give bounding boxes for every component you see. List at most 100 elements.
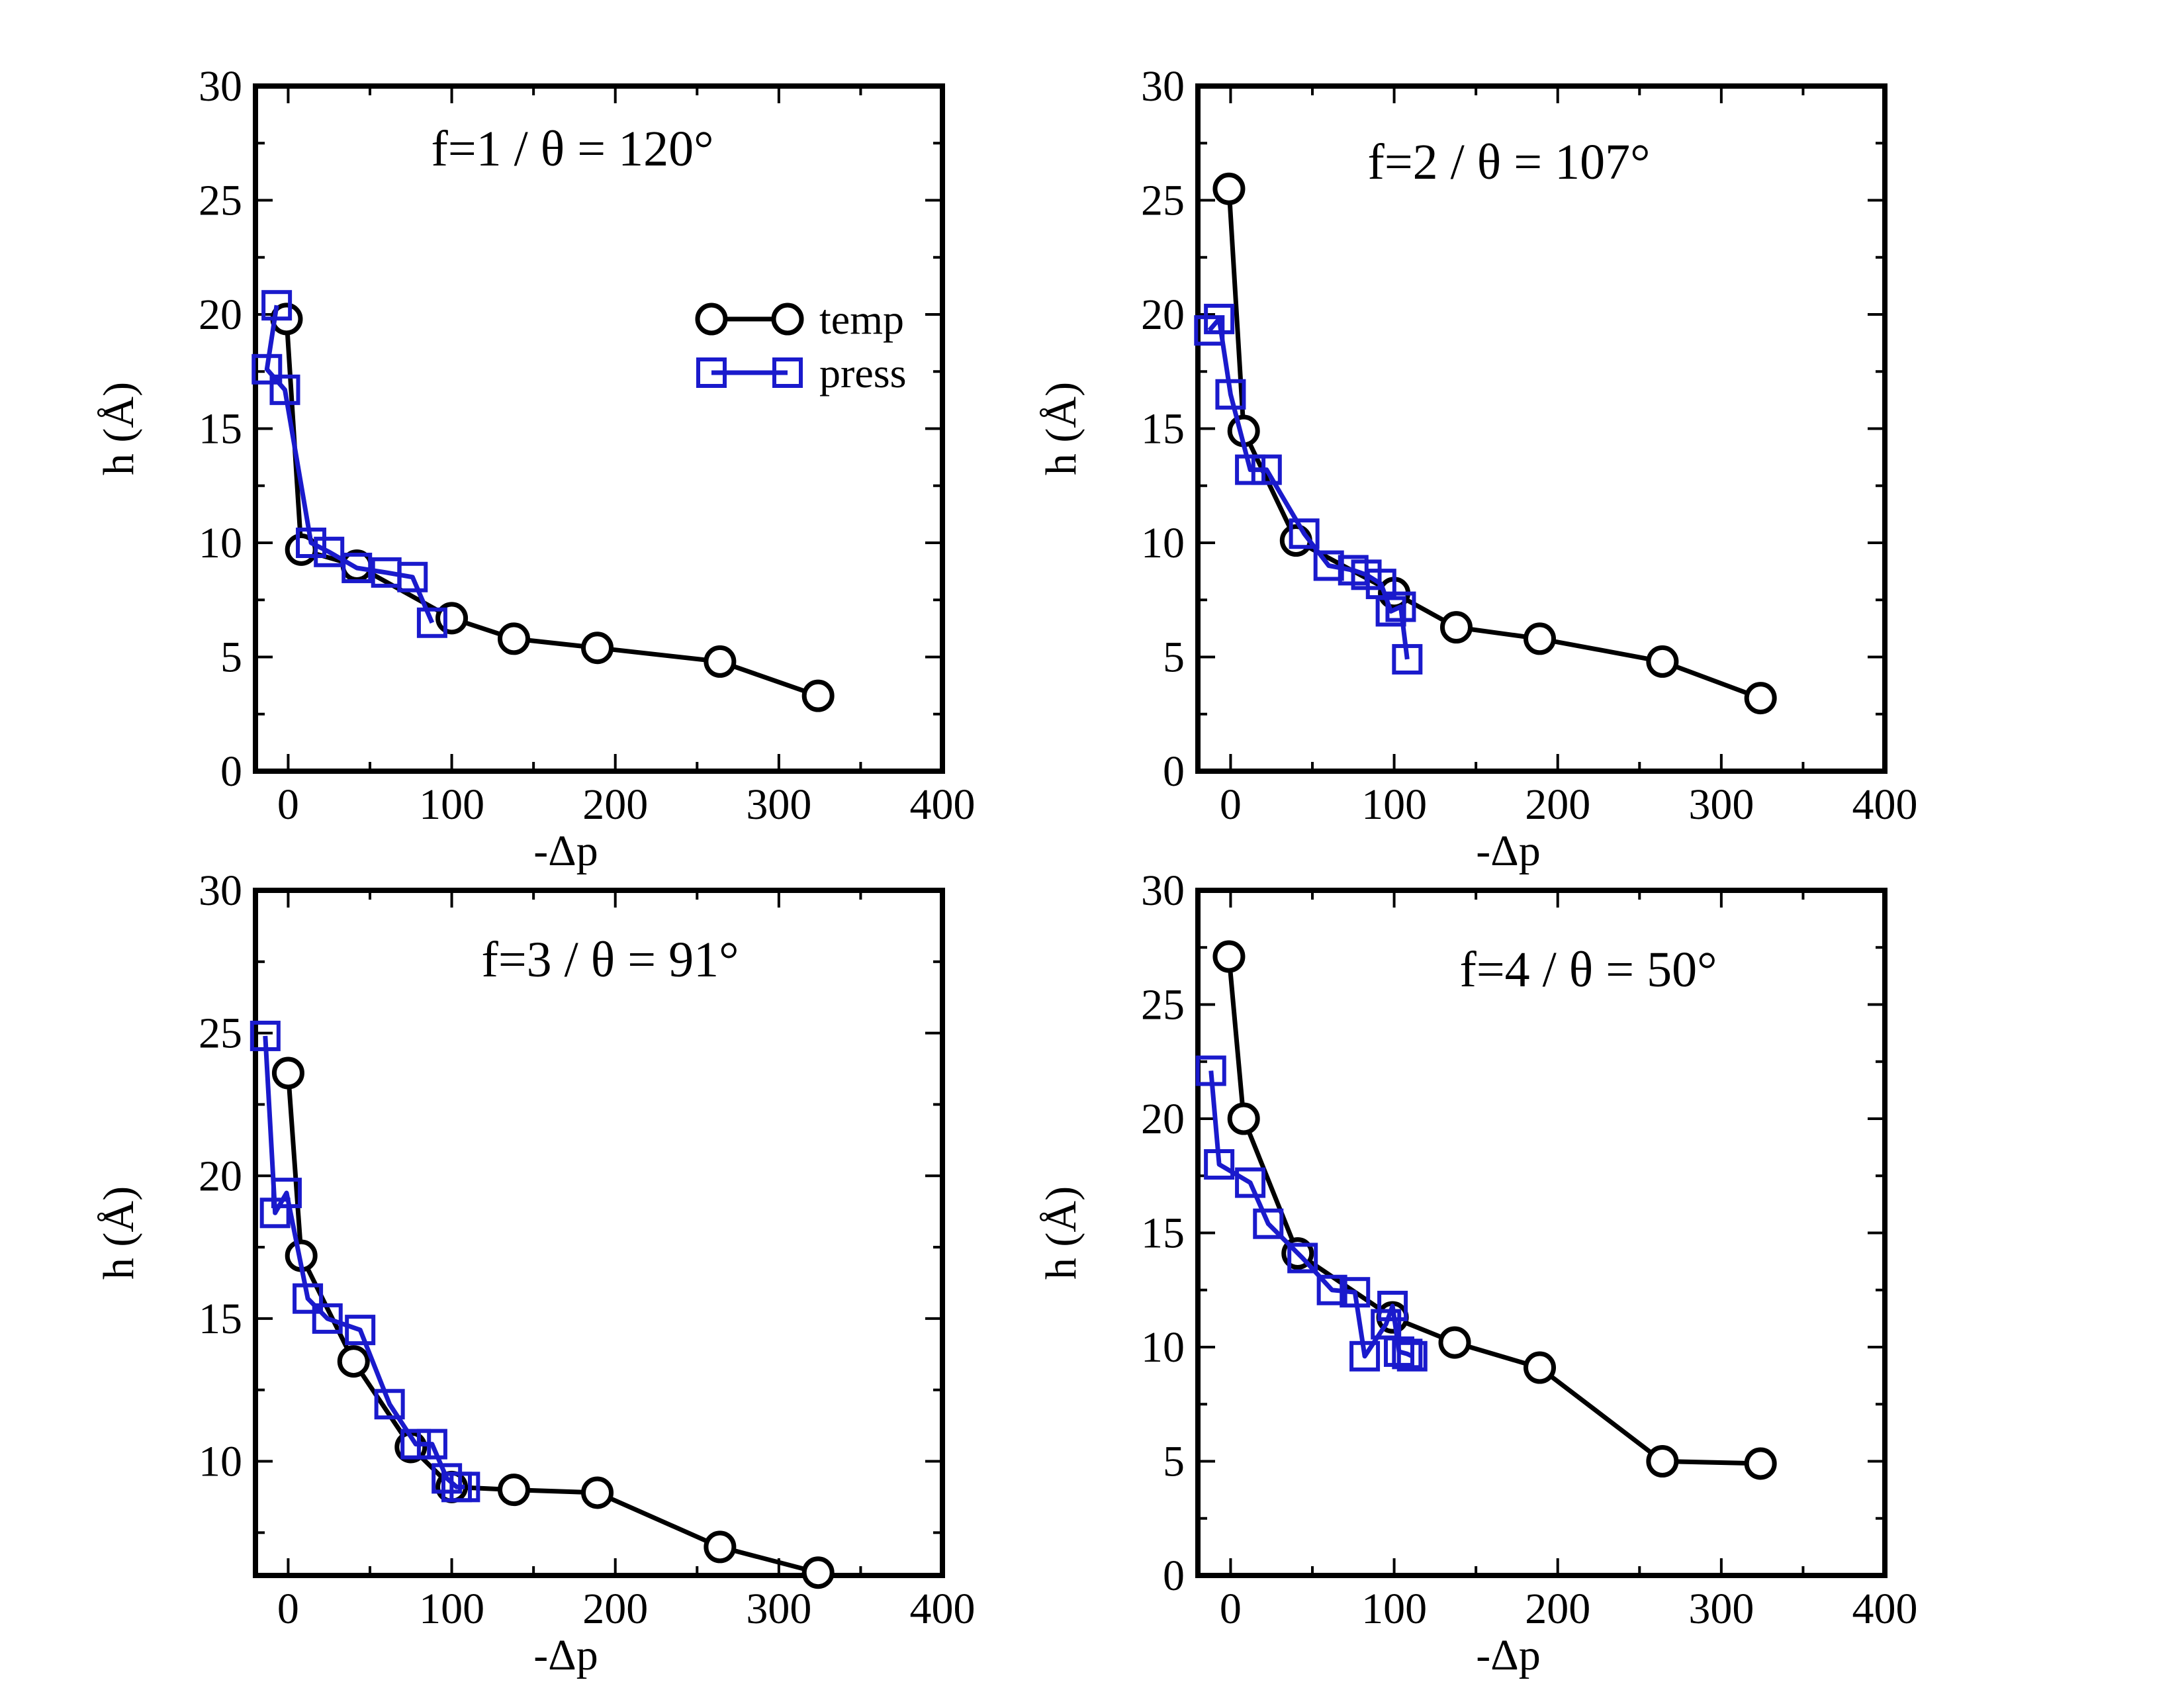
temp-point <box>801 679 835 712</box>
x-tick-label: 300 <box>1688 780 1754 829</box>
press-point <box>251 353 283 385</box>
temp-point <box>337 1345 370 1378</box>
temp-point <box>1212 172 1246 205</box>
x-tick-label: 0 <box>277 1585 299 1633</box>
x-tick-label: 100 <box>1361 780 1427 829</box>
temp-point <box>1524 622 1557 655</box>
temp-point <box>1279 524 1312 557</box>
y-tick-label: 20 <box>199 291 242 339</box>
y-tick-label: 30 <box>1141 62 1185 111</box>
temp-point <box>1744 682 1777 715</box>
press-point <box>1392 643 1423 675</box>
press-point <box>1396 1340 1428 1372</box>
y-tick-label: 10 <box>199 1438 242 1486</box>
press-point <box>1253 1208 1284 1239</box>
temp-point <box>271 1056 304 1090</box>
x-tick-label: 0 <box>277 780 299 829</box>
temp-point <box>497 622 530 655</box>
panel-title: f=1 / θ = 120° <box>432 121 714 177</box>
y-tick-label: 30 <box>1141 867 1185 915</box>
panel-3: 0 100 200 300 400 10 15 20 25 30 -Δp h (Å) f=3 / θ =… <box>95 867 976 1679</box>
x-tick-label: 100 <box>419 1585 484 1633</box>
y-tick-label: 20 <box>1141 1095 1185 1143</box>
temp-point <box>1524 1351 1557 1384</box>
y-tick-label: 20 <box>1141 291 1185 339</box>
x-tick-label: 200 <box>1525 780 1590 829</box>
x-axis-label: -Δp <box>1476 827 1540 875</box>
press-point <box>432 1463 463 1494</box>
x-axis-label: -Δp <box>1476 1631 1540 1679</box>
panel-4: 0 100 200 300 400 0 5 10 15 20 25 30 -Δp h (Å) f=4 / θ… <box>1037 867 1918 1679</box>
x-tick-label: 300 <box>746 780 811 829</box>
press-point <box>271 1178 302 1209</box>
press-point <box>314 536 345 567</box>
legend: temp press <box>695 296 907 397</box>
temp-point <box>704 645 737 678</box>
y-tick-label: 0 <box>220 747 242 796</box>
press-point <box>1204 303 1235 334</box>
y-tick-label: 5 <box>1163 633 1185 682</box>
temp-point <box>1439 611 1473 644</box>
press-point <box>1375 596 1406 627</box>
press-series-line <box>263 1035 465 1489</box>
y-tick-label: 20 <box>199 1152 242 1200</box>
temp-point <box>1646 645 1679 678</box>
legend-temp-marker <box>771 303 804 336</box>
press-point <box>1235 1167 1266 1198</box>
x-tick-label: 100 <box>1361 1585 1427 1633</box>
y-tick-label: 25 <box>199 1009 242 1058</box>
y-tick-label: 5 <box>220 633 242 682</box>
y-tick-label: 25 <box>1141 981 1185 1029</box>
panel-title: f=2 / θ = 107° <box>1368 134 1651 190</box>
x-axis-label: -Δp <box>533 1631 598 1679</box>
legend-temp-label: temp <box>819 296 904 343</box>
press-point <box>416 607 447 638</box>
x-tick-label: 400 <box>1852 780 1918 829</box>
press-point <box>1349 1340 1381 1372</box>
y-tick-label: 10 <box>1141 1323 1185 1372</box>
y-tick-label: 15 <box>1141 405 1185 453</box>
press-point <box>374 1389 405 1420</box>
press-point <box>1287 1243 1318 1274</box>
temp-point <box>1212 940 1246 973</box>
temp-series-line <box>1226 189 1762 700</box>
press-point <box>269 374 300 405</box>
y-tick-label: 30 <box>199 62 242 111</box>
press-point <box>1340 1277 1371 1308</box>
x-tick-label: 100 <box>419 780 484 829</box>
temp-point <box>1438 1326 1471 1359</box>
press-point <box>1392 1338 1423 1370</box>
y-tick-label: 15 <box>199 405 242 453</box>
x-tick-label: 0 <box>1220 780 1242 829</box>
y-tick-label: 15 <box>1141 1209 1185 1258</box>
press-point <box>1289 518 1320 549</box>
press-series-line <box>1207 316 1410 660</box>
temp-series-line <box>1226 956 1761 1466</box>
press-point <box>293 1283 324 1314</box>
press-point <box>400 1429 432 1460</box>
press-point <box>1235 454 1266 485</box>
press-point <box>345 1315 376 1346</box>
panel-1: 0 100 200 300 400 0 5 10 15 20 25 30 -Δp h (Å) f=1 / θ… <box>95 62 976 875</box>
x-tick-label: 300 <box>1688 1585 1754 1633</box>
x-tick-label: 200 <box>1525 1585 1590 1633</box>
temp-point <box>801 1556 835 1589</box>
temp-point <box>1227 1102 1260 1135</box>
x-tick-label: 400 <box>1852 1585 1918 1633</box>
legend-press-label: press <box>819 350 907 397</box>
press-point <box>261 290 293 321</box>
x-tick-label: 200 <box>582 780 648 829</box>
y-tick-label: 10 <box>1141 519 1185 567</box>
press-point <box>296 528 327 558</box>
temp-point <box>704 1530 737 1564</box>
y-axis-label: h (Å) <box>1037 1186 1085 1280</box>
y-tick-label: 25 <box>199 177 242 225</box>
legend-press-marker <box>696 357 727 388</box>
press-point <box>341 552 373 583</box>
y-tick-label: 5 <box>1163 1438 1185 1486</box>
y-tick-label: 30 <box>199 867 242 915</box>
temp-point <box>1744 1447 1777 1480</box>
temp-point <box>581 1476 614 1509</box>
press-point <box>449 1472 480 1503</box>
